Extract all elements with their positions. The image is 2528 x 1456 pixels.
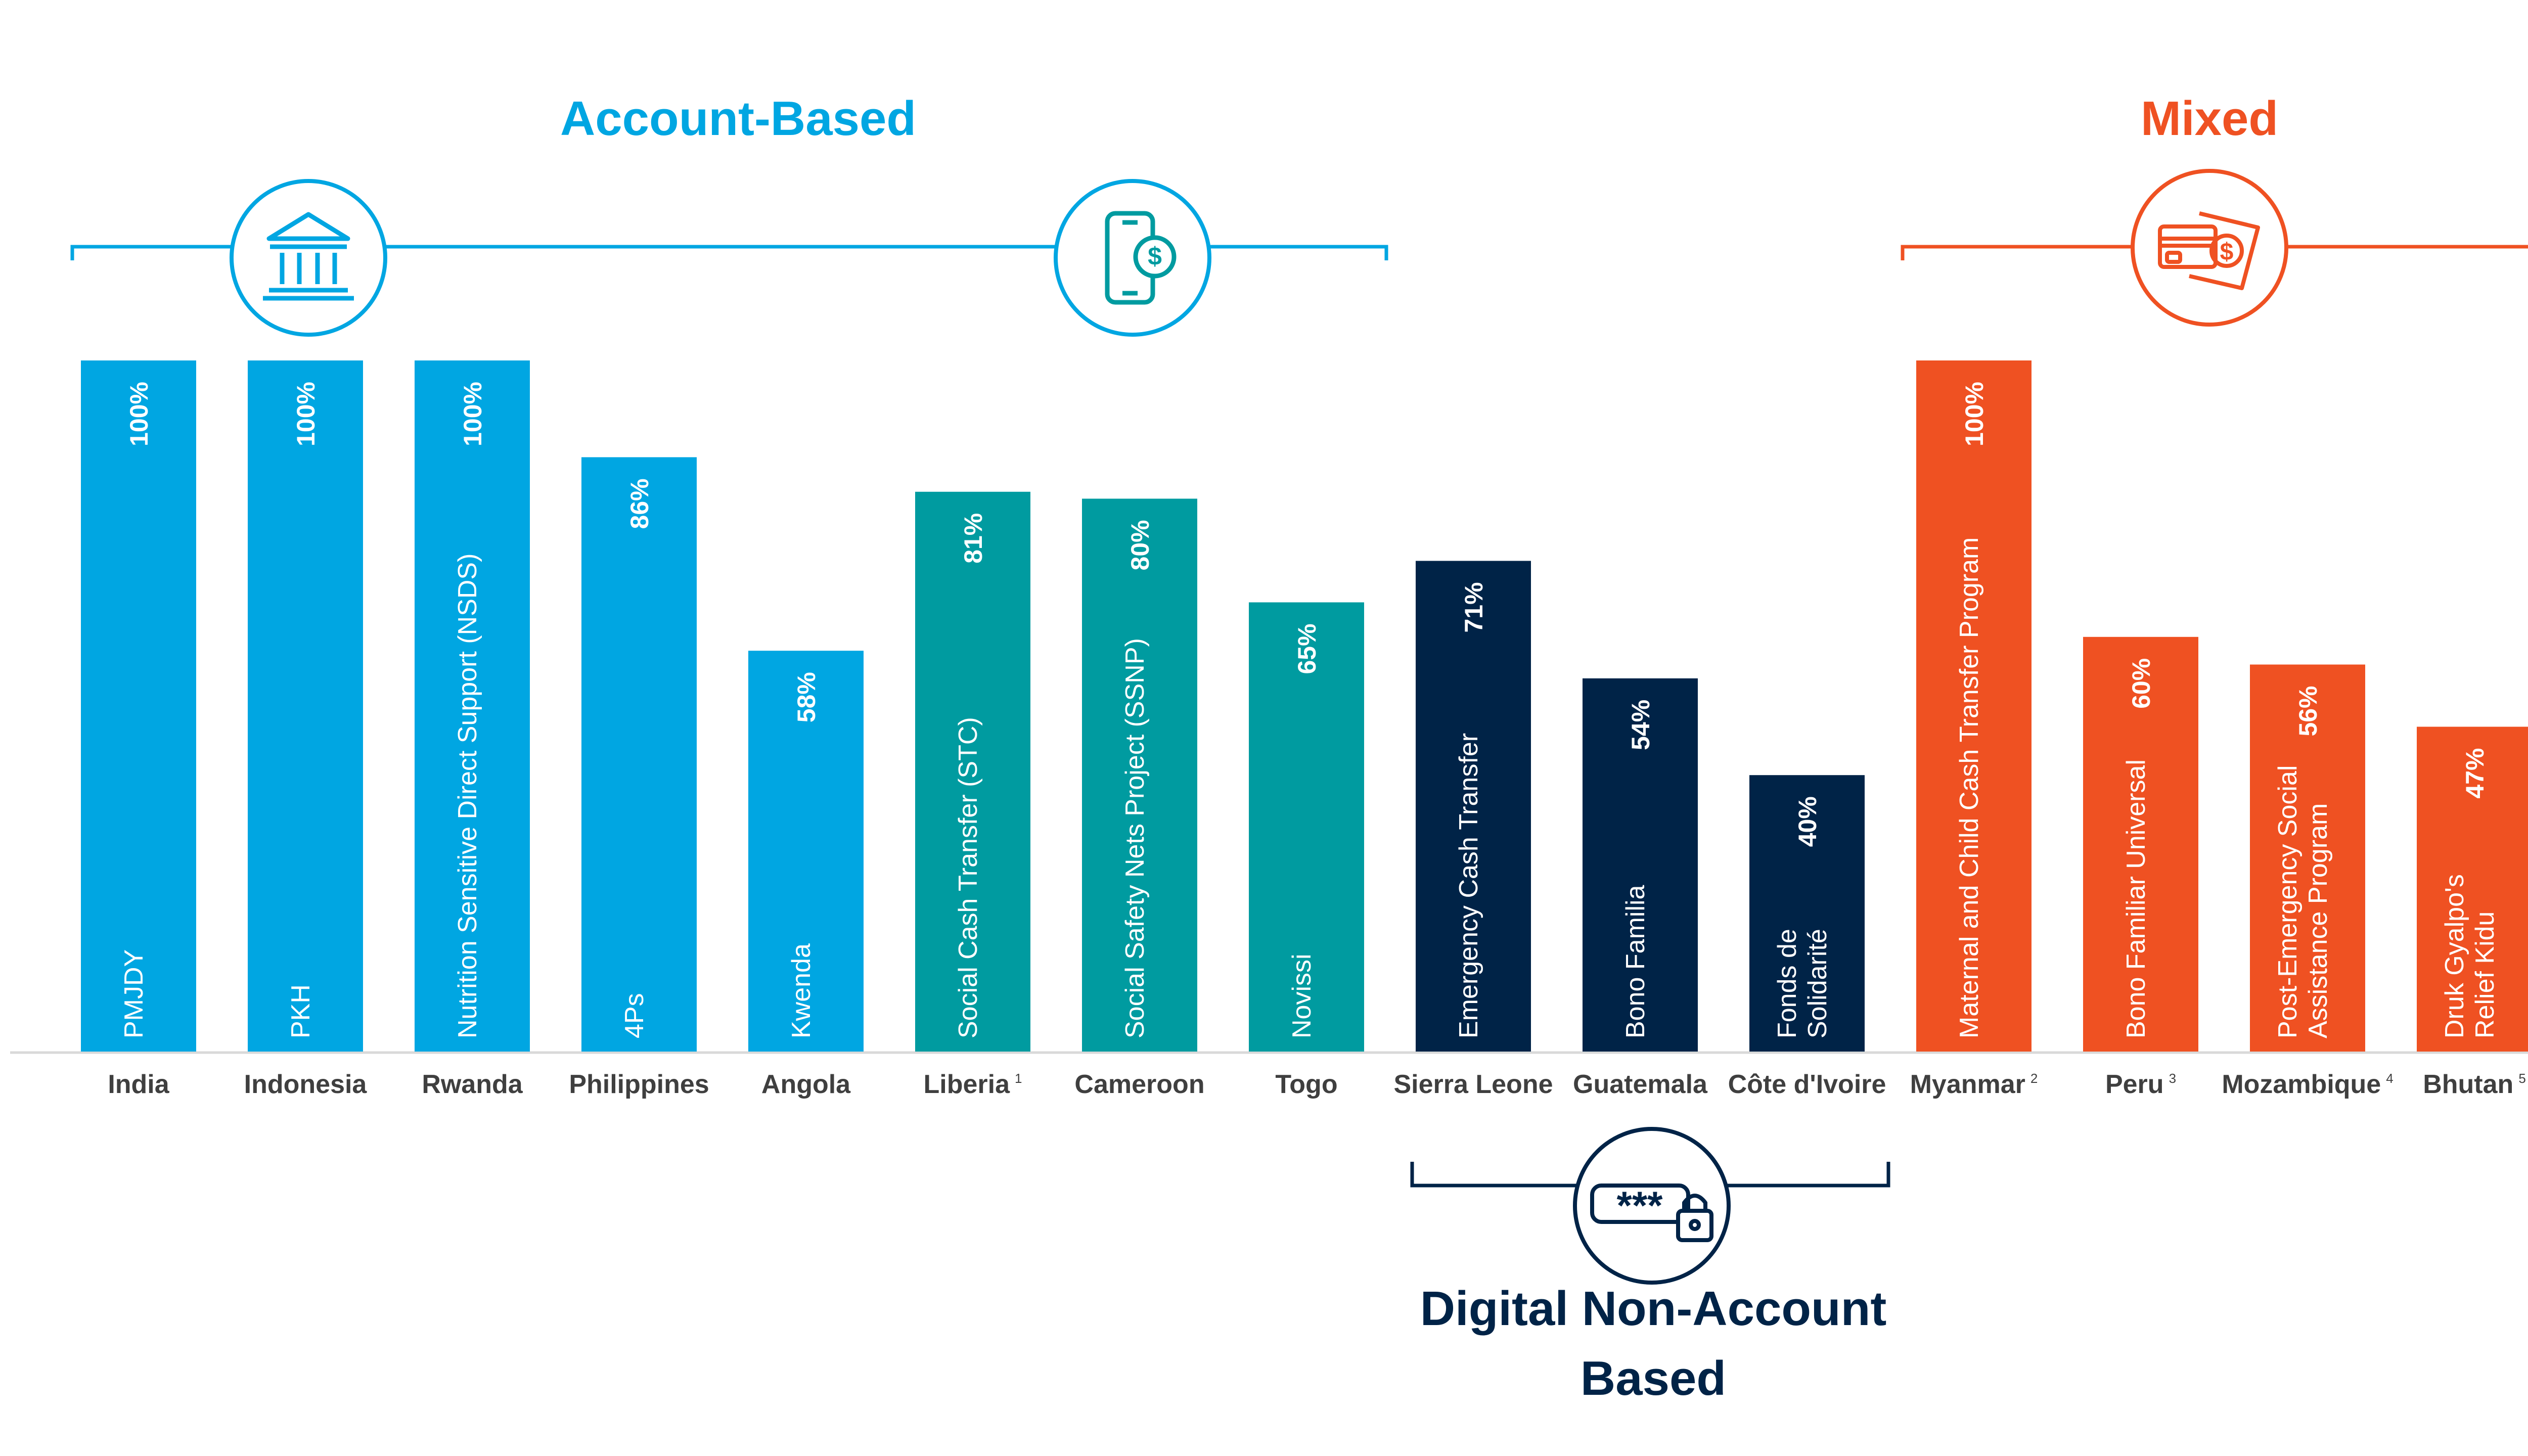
bar [1249,602,1364,1052]
x-tick-label: Bhutan 5 [2423,1070,2526,1099]
bar-program-label: Post-Emergency Social [2273,765,2303,1038]
svg-text:$: $ [2220,239,2234,265]
bar-value-label: 81% [959,513,987,564]
x-tick-label: Togo [1275,1070,1337,1099]
bar-program-label: Solidarité [1803,929,1832,1038]
bar-program-label: Relief Kidu [2470,912,2500,1038]
bar-program-label: PKH [286,984,315,1038]
x-tick-label: Guatemala [1573,1070,1708,1099]
bar-program-label: Bono Familiar Universal [2121,759,2151,1038]
bar-program-label: Social Safety Nets Project (SSNP) [1120,638,1150,1038]
x-tick-label: India [108,1070,169,1099]
bar-value-label: 100% [125,382,153,446]
bar-program-label: Assistance Program [2304,803,2333,1038]
bar [1916,360,2032,1052]
bar [2417,726,2528,1052]
bar [581,457,697,1052]
bars: 100% PMJDY India 100% PKH Indonesia 100% Nutrit… [81,360,2528,1099]
digital-non-account-title: Digital Non-Account Based [1420,1282,1887,1405]
footnote-marker: 4 [2386,1071,2393,1086]
bar-program-label: Bono Familia [1621,885,1650,1038]
bar-program-label: 4Ps [620,993,649,1038]
bar [1583,678,1698,1052]
bar [1416,561,1531,1052]
bar [1749,775,1865,1052]
bar-value-label: 65% [1293,623,1321,674]
bank-icon [230,179,387,337]
footnote-marker: 5 [2518,1071,2525,1086]
footnote-marker: 2 [2030,1071,2038,1086]
mobile-money-icon: $ [1054,179,1211,337]
x-tick-label: Cameroon [1074,1070,1204,1099]
footnote-marker: 3 [2169,1071,2176,1086]
password-lock-icon: *** [1573,1127,1731,1285]
x-tick-label: Liberia 1 [924,1070,1022,1099]
bar-value-label: 54% [1627,700,1655,750]
bar-program-label: Novissi [1287,953,1317,1038]
x-tick-label: Indonesia [244,1070,368,1099]
svg-text:$: $ [1148,242,1162,270]
x-tick-label: Myanmar 2 [1910,1070,2038,1099]
bar-value-label: 60% [2127,658,2155,709]
bar-program-label: Emergency Cash Transfer [1454,733,1483,1038]
bar-value-label: 100% [459,382,487,446]
bar-program-label: Kwenda [787,943,816,1038]
bar-value-label: 58% [792,672,821,722]
x-tick-label: Côte d'Ivoire [1728,1070,1886,1099]
mixed-title: Mixed [2140,92,2279,146]
bar [248,360,363,1052]
bar-value-label: 71% [1460,582,1488,632]
card-cash-icon: $ [2131,169,2288,327]
bar [748,651,864,1052]
bar-program-label: PMJDY [119,949,149,1038]
x-tick-label: Mozambique 4 [2222,1070,2393,1099]
bar-program-label: Social Cash Transfer (STC) [954,717,983,1038]
bar [81,360,196,1052]
bar-value-label: 40% [1793,796,1822,847]
bar-value-label: 80% [1126,520,1154,570]
x-tick-label: Sierra Leone [1393,1070,1553,1099]
bar-value-label: 86% [625,478,654,529]
footnote-marker: 1 [1015,1071,1022,1086]
account-based-bracket [70,245,1388,260]
bar-program-label: Druk Gyalpo's [2440,874,2469,1038]
bar-value-label: 100% [292,382,320,446]
bar [2083,636,2198,1052]
bar [2250,664,2365,1052]
bar [915,491,1030,1052]
svg-text:***: *** [1616,1183,1663,1227]
x-tick-label: Angola [761,1070,851,1099]
bar-value-label: 100% [1960,382,1989,446]
bar-program-label: Nutrition Sensitive Direct Support (NSDS… [453,554,482,1038]
bar-program-label: Fonds de [1773,929,1802,1038]
account-based-title: Account-Based [560,92,917,146]
x-tick-label: Philippines [569,1070,709,1099]
bar [1082,498,1197,1052]
bar-program-label: Maternal and Child Cash Transfer Program [1955,537,1984,1038]
bar-value-label: 56% [2294,686,2322,736]
x-tick-label: Rwanda [422,1070,523,1099]
bar-value-label: 47% [2461,748,2489,799]
bar [415,360,530,1052]
x-tick-label: Peru 3 [2105,1070,2176,1099]
